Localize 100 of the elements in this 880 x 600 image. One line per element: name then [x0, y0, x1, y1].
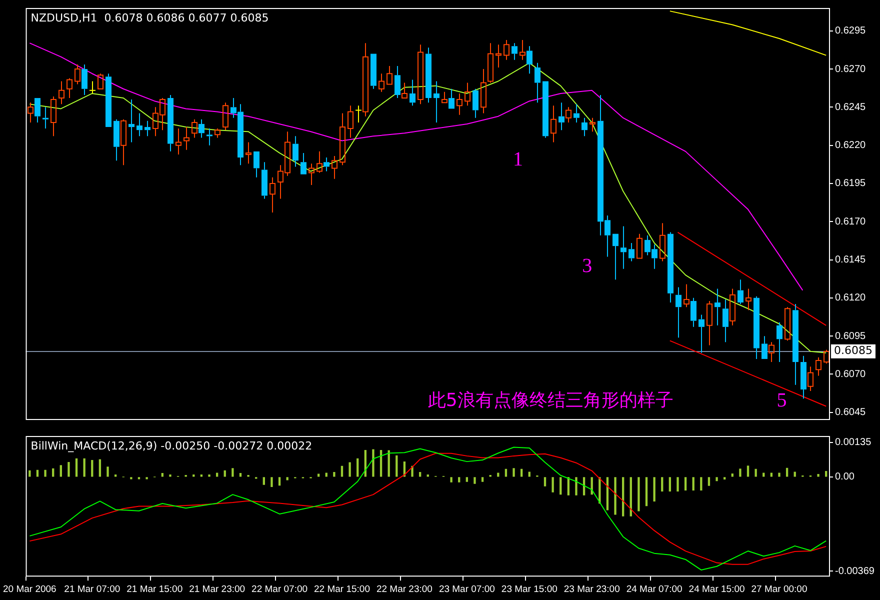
candlestick [746, 288, 752, 311]
candlestick [89, 80, 96, 94]
candlestick [464, 82, 470, 106]
chart-title: NZDUSD,H1 0.6078 0.6086 0.6077 0.6085 [30, 11, 269, 24]
candlestick [776, 322, 782, 363]
candlestick [534, 62, 540, 104]
candlestick [332, 156, 338, 180]
bar [630, 477, 632, 516]
candlestick [106, 73, 112, 128]
candlestick [628, 242, 634, 262]
y-tick-label: 0.6170 [835, 216, 866, 228]
candlestick [550, 105, 556, 143]
candlestick [434, 80, 440, 123]
bar [512, 468, 515, 477]
bar [754, 468, 757, 477]
x-tick-label: 23 Mar 07:00 [438, 584, 495, 595]
y-tick-label: 0.6295 [835, 26, 866, 37]
bar [83, 458, 86, 477]
bar [356, 458, 359, 477]
candlestick [472, 88, 478, 118]
candlestick [378, 73, 384, 92]
y-tick-label: 0.6245 [835, 102, 866, 113]
candlestick [136, 112, 142, 137]
bar [645, 477, 648, 506]
candlestick [66, 78, 72, 99]
bar [44, 470, 46, 477]
bar [278, 477, 281, 486]
bar [739, 468, 742, 477]
bar [75, 458, 78, 477]
candlestick [574, 104, 580, 123]
candlestick [270, 176, 276, 213]
annotation: 5 [776, 390, 787, 412]
candlestick [176, 128, 182, 155]
y-tick-label: 0.6270 [835, 64, 866, 75]
candlestick [50, 96, 56, 137]
candlestick [456, 92, 462, 116]
candlestick [42, 106, 48, 130]
bar [232, 468, 234, 477]
y-tick-label: 0.6145 [835, 254, 866, 266]
bar [708, 477, 710, 486]
bar [668, 477, 672, 492]
bar [458, 477, 460, 482]
bar [372, 449, 374, 477]
candlestick [754, 296, 760, 360]
candlestick [480, 68, 486, 114]
bar [528, 472, 530, 477]
candlestick [394, 65, 400, 99]
candlestick [676, 286, 682, 338]
bar [466, 477, 468, 482]
annotation: 3 [582, 254, 592, 277]
annotation: 1 [512, 148, 523, 171]
candlestick [34, 98, 40, 123]
bar [638, 477, 640, 512]
candlestick [410, 79, 416, 106]
y-tick-label: 0.6070 [835, 368, 866, 380]
bar [348, 462, 351, 477]
candlestick [808, 366, 814, 392]
candlestick [114, 118, 120, 162]
candlestick [488, 42, 494, 84]
candlestick [324, 157, 330, 172]
bar [98, 459, 102, 477]
candlestick [402, 82, 408, 99]
bar [481, 477, 484, 482]
bar [700, 477, 702, 491]
x-tick-label: 23 Mar 15:00 [501, 584, 558, 595]
candlestick [355, 105, 362, 123]
bar [622, 477, 624, 516]
x-tick-label: 21 Mar 07:00 [64, 584, 120, 595]
candlestick [762, 336, 768, 359]
y-tick-label: 0.00 [835, 472, 855, 483]
bar [68, 462, 70, 477]
candlestick [684, 284, 690, 308]
bar [676, 477, 679, 492]
candlestick [660, 222, 666, 262]
bar [396, 455, 398, 477]
annotation: 此5浪有点像终结三角形的样子 [428, 390, 674, 412]
bar [60, 465, 62, 477]
candlestick [262, 162, 268, 200]
candlestick [442, 91, 448, 104]
candlestick [668, 232, 674, 304]
candlestick [526, 46, 532, 74]
candlestick [316, 150, 322, 174]
candlestick [582, 117, 588, 137]
candlestick [768, 342, 774, 363]
bar [560, 477, 562, 495]
candlestick [120, 118, 126, 166]
candlestick [144, 120, 150, 137]
bar [544, 477, 546, 486]
candlestick [300, 152, 306, 174]
candlestick [520, 40, 526, 60]
candlestick [246, 142, 252, 164]
candlestick [800, 355, 806, 400]
bar [497, 472, 500, 477]
bar [770, 472, 773, 477]
candlestick [418, 44, 424, 105]
y-tick-label: -0.00369 [835, 566, 875, 577]
bar [450, 477, 452, 482]
candlestick [426, 47, 432, 104]
candlestick [612, 234, 618, 280]
bar [106, 466, 109, 477]
